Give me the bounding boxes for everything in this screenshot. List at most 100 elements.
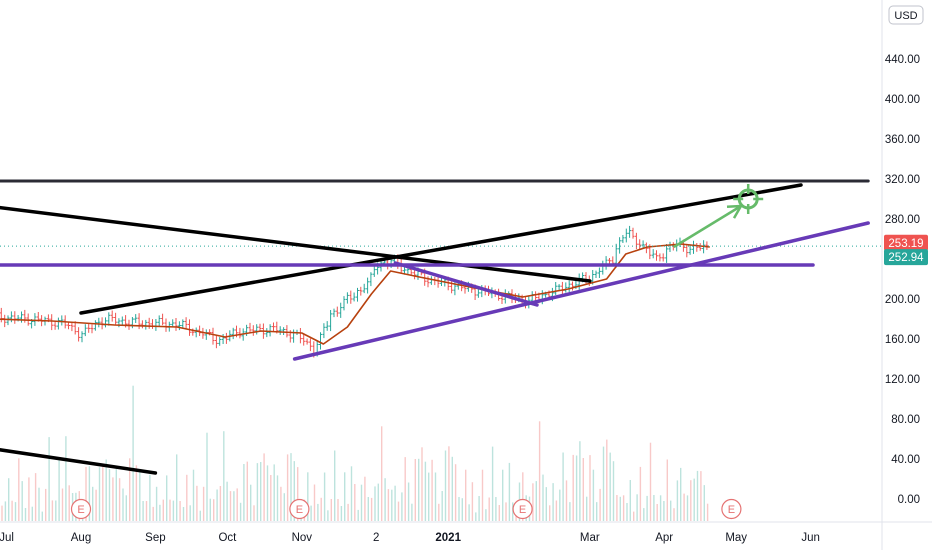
volume-bar bbox=[562, 452, 564, 521]
volume-bar bbox=[125, 495, 127, 521]
volume-bar bbox=[381, 426, 383, 521]
volume-bar bbox=[297, 467, 299, 521]
volume-bar bbox=[172, 500, 175, 521]
earnings-marker[interactable] bbox=[289, 498, 310, 520]
volume-bar bbox=[612, 461, 615, 521]
volume-bar bbox=[680, 467, 682, 521]
earnings-marker[interactable] bbox=[512, 498, 533, 520]
volume-bar bbox=[586, 496, 588, 521]
y-tick-label: 320.00 bbox=[885, 174, 920, 186]
volume-bar bbox=[236, 488, 238, 521]
y-tick-label: 40.00 bbox=[891, 454, 920, 466]
volume-bar bbox=[565, 480, 568, 521]
y-tick-label: 440.00 bbox=[885, 54, 920, 66]
volume-bar bbox=[438, 503, 440, 521]
volume-bar bbox=[602, 446, 605, 521]
volume-bar bbox=[88, 466, 91, 521]
volume-bar bbox=[659, 495, 662, 521]
trendline-descending-resistance[interactable] bbox=[0, 205, 592, 283]
volume-bar bbox=[522, 472, 524, 521]
volume-bar bbox=[55, 500, 57, 521]
volume-bar bbox=[21, 481, 23, 521]
volume-bar bbox=[646, 495, 648, 521]
volume-bar bbox=[246, 461, 248, 521]
y-tick-label: 280.00 bbox=[885, 214, 920, 226]
volume-bar bbox=[444, 450, 447, 521]
volume-bar bbox=[105, 459, 107, 521]
volume-bar bbox=[505, 502, 507, 521]
volume-bar bbox=[512, 502, 514, 521]
volume-bar bbox=[360, 484, 363, 521]
volume-bar bbox=[377, 483, 379, 521]
volume-bar bbox=[320, 497, 322, 521]
volume-bar bbox=[572, 454, 574, 521]
trendline-ascending-upper[interactable] bbox=[79, 183, 803, 315]
x-tick-label: Apr bbox=[655, 532, 673, 544]
volume-bar bbox=[192, 469, 195, 521]
earnings-marker[interactable] bbox=[721, 498, 742, 520]
volume-bar bbox=[394, 485, 396, 521]
last-price-label bbox=[884, 234, 928, 251]
volume-bar bbox=[307, 472, 309, 521]
volume-bar bbox=[552, 483, 554, 521]
volume-bar bbox=[508, 462, 511, 521]
volume-bar bbox=[549, 505, 551, 521]
volume-bar bbox=[663, 501, 665, 521]
volume-bar bbox=[263, 453, 265, 521]
volume-bar bbox=[239, 502, 242, 521]
x-tick-label: Nov bbox=[292, 532, 313, 544]
volume-bar bbox=[535, 481, 537, 521]
volume-bar bbox=[189, 505, 191, 521]
volume-bar bbox=[354, 484, 356, 521]
trendline-drawings[interactable] bbox=[0, 179, 870, 475]
volume-bar bbox=[606, 439, 608, 521]
volume-bar bbox=[31, 506, 33, 521]
volume-bar bbox=[391, 489, 393, 521]
volume-bar bbox=[454, 464, 457, 521]
volume-bar bbox=[323, 472, 326, 521]
volume-bar bbox=[327, 510, 329, 521]
currency-badge[interactable]: USD bbox=[888, 5, 924, 25]
earnings-marker-label: E bbox=[519, 504, 526, 516]
x-tick-label: Mar bbox=[580, 532, 600, 544]
target-arrow[interactable] bbox=[673, 204, 742, 249]
volume-bar bbox=[243, 464, 245, 521]
time-axis[interactable]: Jul Aug Sep Oct Nov 2 2021 Mar Apr May Jun bbox=[0, 532, 820, 544]
volume-bar bbox=[132, 385, 134, 521]
volume-bar bbox=[421, 447, 423, 521]
volume-bar bbox=[129, 458, 131, 521]
volume-bar bbox=[418, 458, 420, 521]
volume-bar bbox=[592, 469, 595, 521]
earnings-marker[interactable] bbox=[70, 498, 92, 520]
volume-bar bbox=[139, 470, 141, 521]
volume-bar bbox=[213, 499, 215, 521]
trendline-lower-left-segment[interactable] bbox=[0, 448, 158, 475]
volume-bar bbox=[135, 465, 138, 521]
volume-bar bbox=[700, 471, 702, 521]
volume-bar bbox=[8, 478, 10, 521]
indicator-lines bbox=[0, 243, 882, 345]
volume-bar bbox=[575, 455, 578, 521]
trendline-ascending-support[interactable] bbox=[292, 221, 870, 361]
volume-bar bbox=[149, 474, 151, 521]
volume-bar bbox=[411, 503, 413, 521]
volume-bar bbox=[347, 503, 349, 521]
volume-bar bbox=[498, 505, 500, 521]
volume-bar bbox=[451, 456, 453, 521]
volume-bar bbox=[555, 500, 558, 521]
volume-bar bbox=[176, 454, 178, 521]
volume-bar bbox=[41, 511, 43, 521]
volume-bars bbox=[1, 385, 709, 522]
x-tick-label: Oct bbox=[218, 532, 237, 544]
volume-bar bbox=[404, 457, 406, 521]
volume-bar bbox=[693, 478, 695, 521]
volume-bar bbox=[179, 501, 181, 521]
volume-bar bbox=[357, 509, 359, 521]
trendline-pullback-channel[interactable] bbox=[393, 261, 539, 307]
y-tick-label: 120.00 bbox=[885, 374, 920, 386]
volume-bar bbox=[270, 475, 272, 521]
volume-bar bbox=[48, 437, 50, 521]
volume-bar bbox=[250, 484, 252, 521]
volume-bar bbox=[152, 506, 154, 521]
